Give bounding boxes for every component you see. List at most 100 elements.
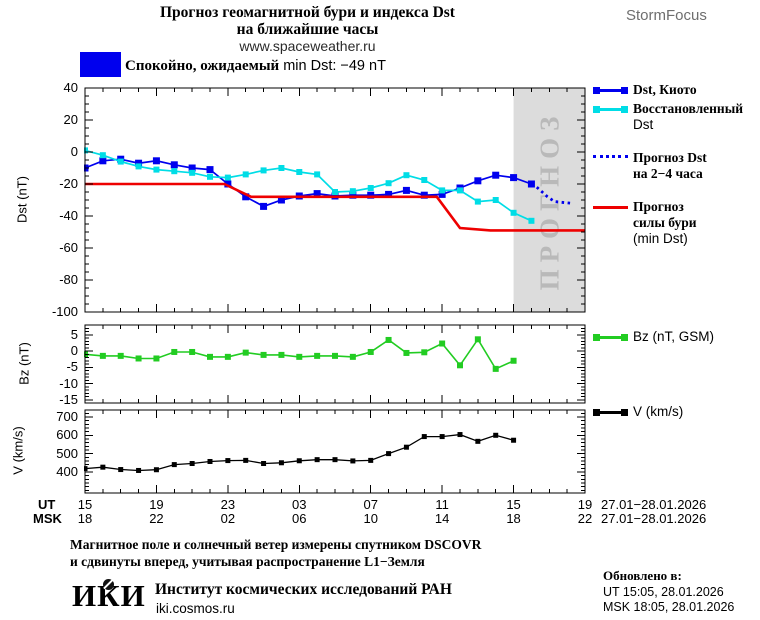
series-marker (243, 457, 249, 463)
legend-label-bz: Bz (nT, GSM) (633, 329, 714, 345)
ut-row-header: UT (38, 497, 56, 512)
status-text-ru: Спокойно, ожидаемый (125, 58, 280, 74)
updated-msk: MSK 18:05, 28.01.2026 (603, 600, 735, 614)
series-line (84, 433, 514, 472)
series-marker (332, 457, 338, 463)
series-marker (171, 462, 177, 468)
series-marker (224, 180, 232, 188)
legend-label-line: Прогноз (633, 199, 684, 214)
dst-ytick-label: -60 (59, 240, 78, 255)
page-title-line2: на ближайшие часы (236, 21, 379, 38)
series-marker (117, 158, 124, 165)
msk-hour-label: 22 (149, 511, 164, 526)
series-marker (314, 457, 320, 463)
series-marker (457, 362, 463, 369)
v-chart-panel (84, 409, 586, 494)
legend-label-line: Dst (633, 117, 654, 132)
legend-swatch-dst-restored (593, 102, 628, 116)
legend-label-line: Bz (nT, GSM) (633, 329, 715, 344)
series-marker (385, 190, 393, 198)
series-marker (225, 458, 231, 464)
institute-site-link[interactable]: iki.cosmos.ru (156, 601, 235, 616)
page-title-line1: Прогноз геомагнитной бури и индекса Dst (160, 4, 455, 21)
institute-name: Институт космических исследований РАН (155, 581, 452, 598)
series-marker (474, 198, 481, 205)
legend-label-line: V (km/s) (633, 404, 684, 419)
series-marker (260, 351, 267, 358)
series-marker (492, 197, 499, 203)
bz-ytick-label: -5 (66, 359, 78, 375)
legend-label-dst-forecast: Прогноз Dst на 2−4 часа (633, 150, 707, 182)
dst-ytick-label: -80 (59, 272, 78, 287)
legend-label-storm-strength-forecast: Прогноз силы бури (min Dst) (633, 199, 697, 247)
dst-ytick-label: 0 (70, 144, 78, 159)
series-marker (332, 352, 338, 359)
legend-label-v: V (km/s) (633, 404, 683, 420)
legend-label-line: (min Dst) (633, 231, 688, 246)
ut-hour-label: 23 (220, 497, 236, 512)
legend-label-dst-restored: Восстановленный Dst (633, 101, 743, 133)
msk-hour-label: 02 (220, 511, 236, 526)
series-marker (403, 444, 409, 450)
series-marker (368, 457, 374, 463)
bz-ytick-label: 0 (70, 343, 78, 358)
legend-item-storm-strength-forecast: Прогноз силы бури (min Dst) (593, 199, 697, 247)
series-marker (492, 171, 500, 179)
ut-hour-label: 03 (292, 497, 307, 512)
series-marker (135, 159, 143, 167)
series-marker (189, 169, 196, 176)
series-marker (135, 163, 142, 170)
series-marker (99, 152, 106, 159)
bz-ytick-label: 5 (70, 326, 78, 342)
panel-border (84, 87, 586, 313)
legend-item-dst-restored: Восстановленный Dst (593, 101, 743, 133)
series-marker (296, 458, 302, 464)
series-marker (242, 349, 249, 356)
dst-ytick-label: 40 (63, 80, 78, 95)
series-marker (296, 169, 303, 175)
series-marker (349, 353, 356, 360)
series-marker (153, 166, 160, 173)
series-marker (152, 157, 160, 165)
msk-hour-label: 22 (577, 511, 593, 526)
msk-row-header: MSK (33, 511, 62, 526)
series-line (535, 186, 571, 205)
status-text-value: min Dst: −49 nT (283, 58, 386, 74)
bz-chart-panel (84, 324, 586, 404)
ut-hour-label: 11 (435, 497, 449, 512)
series-marker (260, 202, 268, 210)
forecast-region (513, 88, 585, 312)
v-axis-title: V (km/s) (10, 426, 26, 475)
legend-label-dst-kyoto: Dst, Киото (633, 82, 697, 98)
series-marker (207, 353, 213, 360)
legend-item-dst-forecast: Прогноз Dst на 2−4 часа (593, 150, 707, 182)
bz-ytick-label: -10 (59, 375, 78, 391)
series-marker (242, 193, 250, 201)
series-marker (386, 451, 392, 457)
series-marker (367, 348, 374, 355)
series-marker (510, 174, 518, 182)
series-marker (188, 164, 196, 172)
series-marker (403, 172, 410, 179)
series-marker (207, 458, 213, 464)
series-marker (421, 177, 428, 183)
ut-hour-label: 15 (77, 497, 93, 512)
v-ytick-label: 600 (56, 427, 78, 443)
series-marker (189, 461, 195, 467)
series-marker (493, 432, 499, 438)
ut-hour-label: 19 (577, 497, 593, 512)
series-marker (314, 352, 321, 359)
series-marker (136, 467, 142, 473)
series-marker (100, 464, 106, 470)
series-marker (474, 177, 482, 185)
msk-hour-label: 10 (363, 511, 378, 526)
legend-item-bz: Bz (nT, GSM) (593, 329, 714, 345)
series-marker (277, 196, 285, 204)
satellite-dish-icon (103, 579, 114, 590)
series-line (85, 182, 585, 232)
series-marker (99, 352, 106, 359)
bz-ytick-label: -15 (59, 391, 78, 407)
website-link[interactable]: www.spaceweather.ru (239, 38, 376, 54)
series-marker (135, 355, 142, 362)
series-marker (170, 161, 178, 169)
